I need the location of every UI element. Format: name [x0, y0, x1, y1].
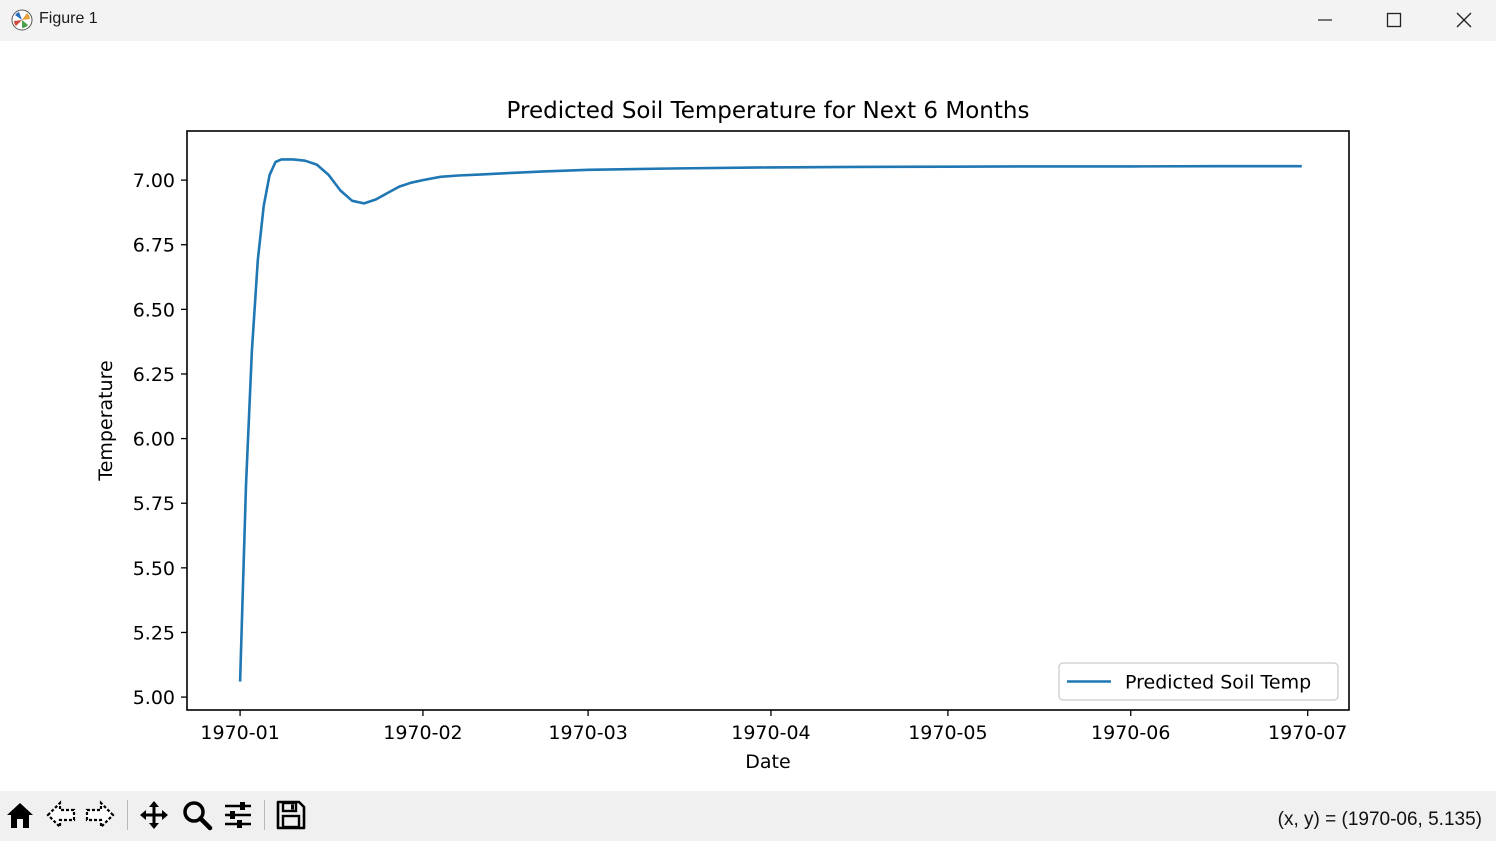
minimize-button[interactable]: [1302, 0, 1348, 41]
window-titlebar: Figure 1: [0, 0, 1496, 41]
minimize-icon: [1318, 19, 1332, 21]
y-tick-label: 5.00: [133, 687, 175, 709]
close-icon: [1456, 12, 1472, 28]
toolbar-separator: [127, 800, 128, 830]
cursor-coordinates: (x, y) = (1970-06, 5.135): [1277, 809, 1482, 830]
y-tick-label: 6.50: [133, 299, 175, 321]
x-tick-label: 1970-02: [383, 722, 462, 744]
back-button[interactable]: [41, 795, 81, 835]
x-tick-label: 1970-03: [548, 722, 627, 744]
navigation-toolbar: (x, y) = (1970-06, 5.135): [0, 791, 1496, 841]
toolbar-separator: [264, 800, 265, 830]
legend-label: Predicted Soil Temp: [1125, 672, 1311, 694]
y-tick-label: 6.25: [133, 364, 175, 386]
y-tick-label: 5.50: [133, 558, 175, 580]
y-tick-label: 5.75: [133, 493, 175, 515]
y-tick-label: 6.75: [133, 235, 175, 257]
back-arrow-icon: [46, 800, 76, 830]
maximize-button[interactable]: [1371, 0, 1417, 41]
forward-arrow-icon: [85, 800, 115, 830]
close-button[interactable]: [1441, 0, 1487, 41]
forward-button[interactable]: [80, 795, 120, 835]
x-tick-label: 1970-07: [1268, 722, 1347, 744]
home-icon: [7, 803, 33, 828]
home-button[interactable]: [0, 795, 40, 835]
configure-subplots-icon: [225, 802, 251, 828]
configure-subplots-button[interactable]: [218, 795, 258, 835]
y-tick-label: 6.00: [133, 429, 175, 451]
y-tick-label: 7.00: [133, 170, 175, 192]
maximize-icon: [1386, 12, 1402, 28]
y-axis-label: Temperature: [95, 360, 117, 481]
pan-button[interactable]: [134, 795, 174, 835]
matplotlib-logo-icon: [11, 9, 33, 31]
window-title: Figure 1: [39, 10, 98, 27]
legend-box: [1058, 662, 1339, 701]
zoom-icon: [183, 801, 213, 831]
x-tick-label: 1970-05: [908, 722, 987, 744]
plot-frame: [186, 130, 1350, 711]
zoom-button[interactable]: [177, 795, 217, 835]
save-icon: [276, 800, 306, 830]
chart-title: Predicted Soil Temperature for Next 6 Mo…: [507, 98, 1030, 124]
x-tick-label: 1970-06: [1091, 722, 1170, 744]
x-tick-label: 1970-01: [200, 722, 279, 744]
save-button[interactable]: [271, 795, 311, 835]
y-tick-label: 5.25: [133, 622, 175, 644]
x-tick-label: 1970-04: [731, 722, 810, 744]
pan-icon: [140, 801, 168, 829]
line-chart: Predicted Soil Temperature for Next 6 Mo…: [95, 98, 1350, 773]
x-axis-label: Date: [745, 751, 790, 773]
series-line: [238, 158, 1302, 682]
figure-canvas[interactable]: Predicted Soil Temperature for Next 6 Mo…: [0, 41, 1496, 791]
